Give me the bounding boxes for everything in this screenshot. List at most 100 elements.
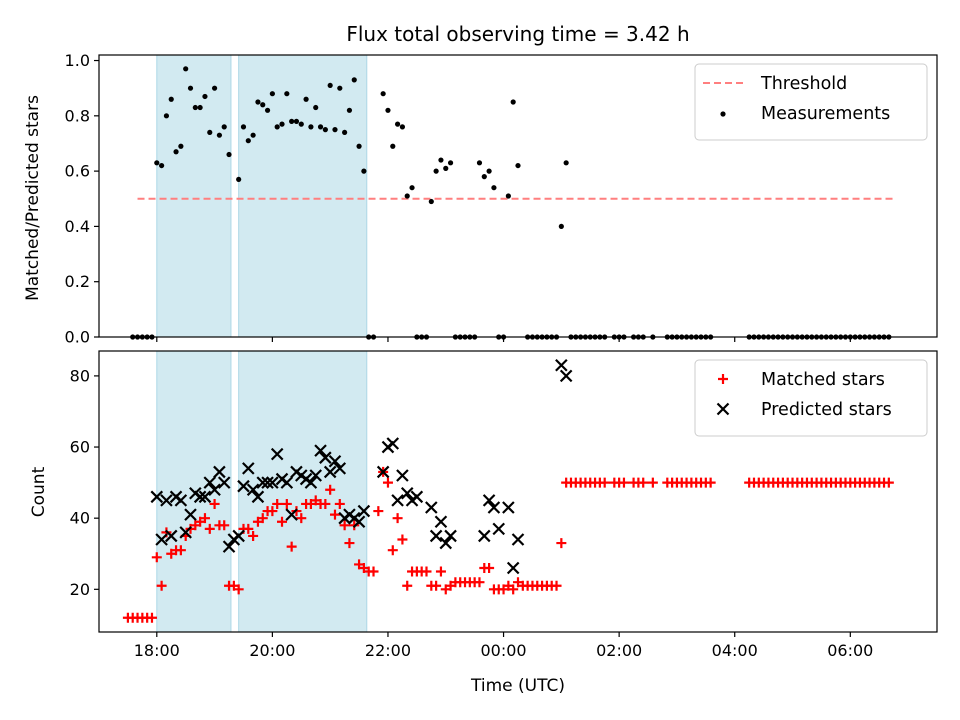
data-point <box>267 506 278 517</box>
data-point <box>174 494 188 507</box>
data-point <box>277 516 288 527</box>
legend: Threshold Measurements <box>694 63 928 141</box>
data-point <box>269 91 275 97</box>
plot-frame <box>98 54 938 338</box>
data-point <box>304 476 318 489</box>
data-point <box>344 538 355 549</box>
chart-title: Flux total observing time = 3.42 h <box>346 22 689 46</box>
data-point <box>175 545 186 556</box>
y-tick-label: 1.0 <box>65 51 90 70</box>
data-point <box>356 143 362 149</box>
data-point <box>313 104 319 111</box>
data-point <box>257 513 268 524</box>
data-point <box>168 96 174 102</box>
data-point <box>233 584 244 595</box>
data-point <box>250 132 256 138</box>
data-point <box>478 529 491 543</box>
data-point <box>242 462 255 475</box>
x-axis-label: Time (UTC) <box>470 676 565 696</box>
data-point <box>246 483 260 496</box>
data-point <box>599 477 610 488</box>
legend-swatch <box>720 111 726 117</box>
data-point <box>409 185 415 191</box>
x-tick-label: 00:00 <box>480 641 526 660</box>
data-point <box>373 506 384 517</box>
data-point <box>502 501 515 514</box>
data-point <box>284 91 290 97</box>
observing-interval-shade <box>156 54 232 338</box>
series-matched-stars <box>122 466 894 623</box>
data-point <box>296 513 307 524</box>
data-point <box>386 437 400 450</box>
data-point <box>203 476 217 489</box>
data-point <box>237 479 250 493</box>
data-point <box>352 515 366 529</box>
y-tick-label: 0.8 <box>65 106 90 125</box>
data-point <box>226 151 232 158</box>
legend-label: Matched stars <box>761 370 885 390</box>
data-point <box>280 476 294 489</box>
data-point <box>399 124 406 130</box>
data-point <box>219 520 230 531</box>
y-tick-label: 0.4 <box>65 217 90 236</box>
data-point <box>261 476 274 489</box>
data-point <box>155 533 168 546</box>
data-point <box>376 465 390 479</box>
data-point <box>482 494 496 507</box>
data-point <box>551 580 562 591</box>
panel-count: 20 40 60 80 18:00 20:00 22:00 00:00 02:00 04:00 06… <box>70 350 938 660</box>
data-point <box>187 85 194 91</box>
data-point <box>705 477 716 488</box>
data-point <box>382 477 393 488</box>
plot-frame <box>98 350 938 633</box>
data-point <box>317 124 324 130</box>
data-point <box>357 504 371 518</box>
y-tick-label: 0.2 <box>65 272 90 291</box>
data-point <box>327 82 333 89</box>
data-point <box>391 494 404 507</box>
top-y-axis-label: Matched/Predicted stars <box>23 95 43 301</box>
data-point <box>380 91 386 97</box>
data-point <box>274 124 280 130</box>
panel-ratio: 0.0 0.2 0.4 0.6 0.8 1.0 Threshold Measurements <box>65 51 938 347</box>
data-point <box>339 520 350 531</box>
data-point <box>387 545 398 556</box>
data-point <box>390 143 396 149</box>
data-point <box>328 454 342 468</box>
data-point <box>314 444 327 457</box>
data-point <box>481 174 487 180</box>
data-point <box>396 469 409 482</box>
data-point <box>400 487 414 500</box>
data-point <box>256 476 270 489</box>
y-tick-label: 60 <box>70 438 90 457</box>
data-point <box>240 124 247 130</box>
data-point <box>303 96 309 102</box>
data-point <box>208 483 221 496</box>
data-point <box>289 118 295 124</box>
data-point <box>293 118 300 124</box>
data-point <box>558 223 564 230</box>
data-point <box>232 529 245 543</box>
data-point <box>213 465 226 479</box>
data-point <box>178 143 184 149</box>
data-point <box>444 529 457 543</box>
data-point <box>245 138 251 144</box>
data-point <box>337 85 343 91</box>
data-point <box>618 477 629 488</box>
data-point <box>255 99 261 105</box>
data-point <box>402 580 413 591</box>
data-point <box>515 162 521 169</box>
data-point <box>217 476 231 489</box>
data-point <box>164 529 178 543</box>
data-point <box>361 168 367 174</box>
data-point <box>281 498 292 509</box>
data-point <box>248 530 259 541</box>
data-point <box>438 157 444 163</box>
data-point <box>264 107 271 113</box>
y-tick-label: 0.6 <box>65 162 90 181</box>
data-point <box>506 561 520 575</box>
data-point <box>486 168 492 174</box>
data-point <box>487 501 501 514</box>
